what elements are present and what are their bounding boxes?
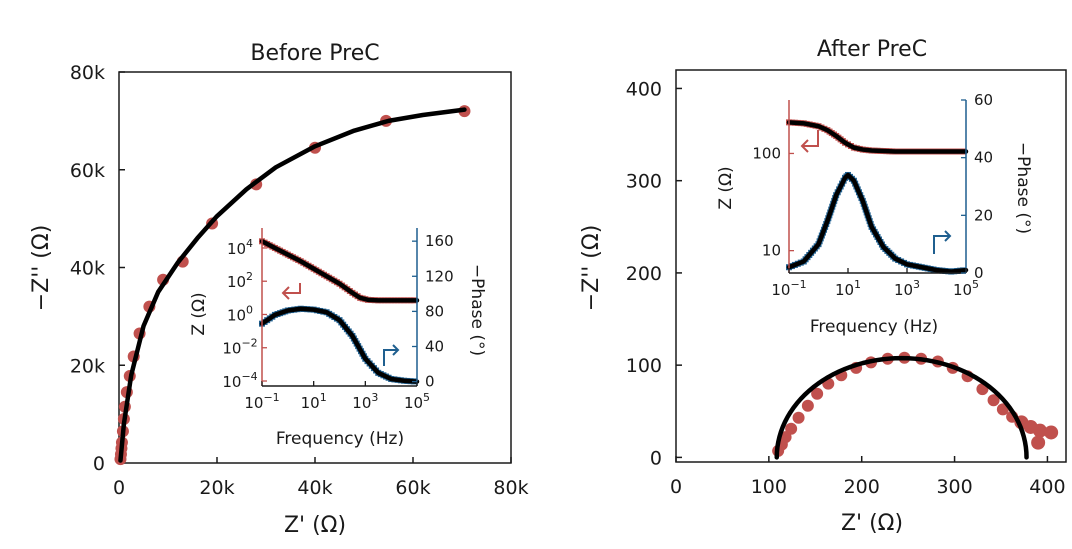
inset-left-tick-label: 104 <box>227 237 253 258</box>
y-axis-label: −Z'' (Ω) <box>29 225 54 312</box>
inset-right-tick-label: 80 <box>425 302 444 320</box>
inset-right-tick-label: 160 <box>425 232 454 250</box>
chart-title: Before PreC <box>250 41 379 66</box>
data-layer <box>114 105 471 466</box>
panel-before-prec: Before PreC 0 20k 40k 60k 80k 0 20k 40k 60k 80k Z… <box>29 41 529 538</box>
inset-left-tick-label: 100 <box>227 303 253 324</box>
x-tick-label: 20k <box>199 477 234 499</box>
inset-right-tick-label: 40 <box>425 338 444 356</box>
x-tick-label: 0 <box>670 476 682 498</box>
inset-left-tick-label: 10−2 <box>222 337 257 358</box>
inset-left-label: Z (Ω) <box>716 166 736 209</box>
inset-right-tick-label: 0 <box>425 373 435 391</box>
inset-right-tick-label: 120 <box>425 267 454 285</box>
y-axis-label: −Z'' (Ω) <box>579 225 604 312</box>
arrow-left-icon <box>281 283 301 300</box>
inset-right-tick-label: 40 <box>974 149 993 167</box>
y-tick-label: 100 <box>626 355 662 377</box>
data-point <box>996 403 1009 416</box>
x-tick-label: 80k <box>493 477 528 499</box>
x-tick-label: 400 <box>1029 476 1065 498</box>
inset-x-tick-label: 101 <box>301 391 327 412</box>
x-tick-label: 40k <box>297 477 332 499</box>
inset-right-label: −Phase (°) <box>467 264 487 356</box>
inset-data <box>786 119 969 275</box>
inset-x-tick-label: 103 <box>352 391 378 412</box>
y-tick-label: 40k <box>70 258 105 280</box>
inset-left-tick-label: 102 <box>227 270 253 291</box>
chart-title: After PreC <box>817 37 927 62</box>
inset-right-tick-label: 20 <box>974 206 993 224</box>
arrow-right-icon <box>933 230 952 254</box>
inset-left-tick-label: 10 <box>762 242 781 260</box>
y-tick-label: 0 <box>650 447 662 469</box>
y-tick-label: 0 <box>93 453 105 475</box>
x-axis-label: Z' (Ω) <box>284 513 346 538</box>
data-point <box>785 422 798 435</box>
inset-right-label: −Phase (°) <box>1013 142 1033 234</box>
inset-right-tick-label: 0 <box>974 264 984 282</box>
inset-x-tick-label: 103 <box>894 278 920 299</box>
data-point <box>987 394 1000 407</box>
arrow-left-icon <box>800 130 819 153</box>
inset-z-fit-line <box>786 120 969 154</box>
data-point <box>801 399 814 412</box>
inset-bode: 10−1 101 103 105 104 102 100 10−2 10−4 160 120 80 40… <box>189 228 487 449</box>
fit-curve <box>118 107 467 463</box>
x-tick-label: 60k <box>395 477 430 499</box>
y-tick-label: 60k <box>70 160 105 182</box>
axis-ticks: 0 20k 40k 60k 80k 0 20k 40k 60k 80k <box>70 62 529 499</box>
x-tick-label: 0 <box>113 477 125 499</box>
inset-x-tick-label: 10−1 <box>771 278 806 299</box>
data-point <box>1044 425 1059 440</box>
inset-ticks: 10−1 101 103 105 104 102 100 10−2 10−4 160 120 80 40… <box>222 232 453 412</box>
inset-phase-fit-line <box>259 306 420 384</box>
plot-frame <box>675 69 1067 463</box>
y-tick-label: 300 <box>626 171 662 193</box>
data-point <box>811 387 824 400</box>
inset-z-fit-line <box>259 239 420 303</box>
x-tick-label: 200 <box>844 476 880 498</box>
x-tick-label: 300 <box>936 476 972 498</box>
inset-right-tick-label: 60 <box>974 91 993 109</box>
data-layer <box>772 351 1059 460</box>
inset-x-tick-label: 10−1 <box>244 391 279 412</box>
x-axis-label: Z' (Ω) <box>841 511 903 536</box>
inset-x-tick-label: 101 <box>835 278 861 299</box>
y-tick-label: 20k <box>70 355 105 377</box>
arrow-right-icon <box>383 344 400 366</box>
fit-curve <box>774 355 1029 460</box>
inset-left-tick-label: 10−4 <box>222 370 257 391</box>
data-point <box>1033 423 1047 438</box>
inset-left-tick-label: 100 <box>752 144 781 162</box>
x-tick-label: 100 <box>751 476 787 498</box>
inset-left-label: Z (Ω) <box>189 292 209 335</box>
data-point <box>1031 435 1046 450</box>
inset-x-tick-label: 105 <box>404 391 430 412</box>
inset-phase-fit-line <box>786 172 969 274</box>
y-tick-label: 80k <box>70 62 105 84</box>
y-tick-label: 200 <box>626 263 662 285</box>
y-tick-label: 400 <box>626 78 662 100</box>
data-point <box>792 411 805 424</box>
inset-x-label: Frequency (Hz) <box>810 317 938 337</box>
inset-x-label: Frequency (Hz) <box>276 429 404 449</box>
